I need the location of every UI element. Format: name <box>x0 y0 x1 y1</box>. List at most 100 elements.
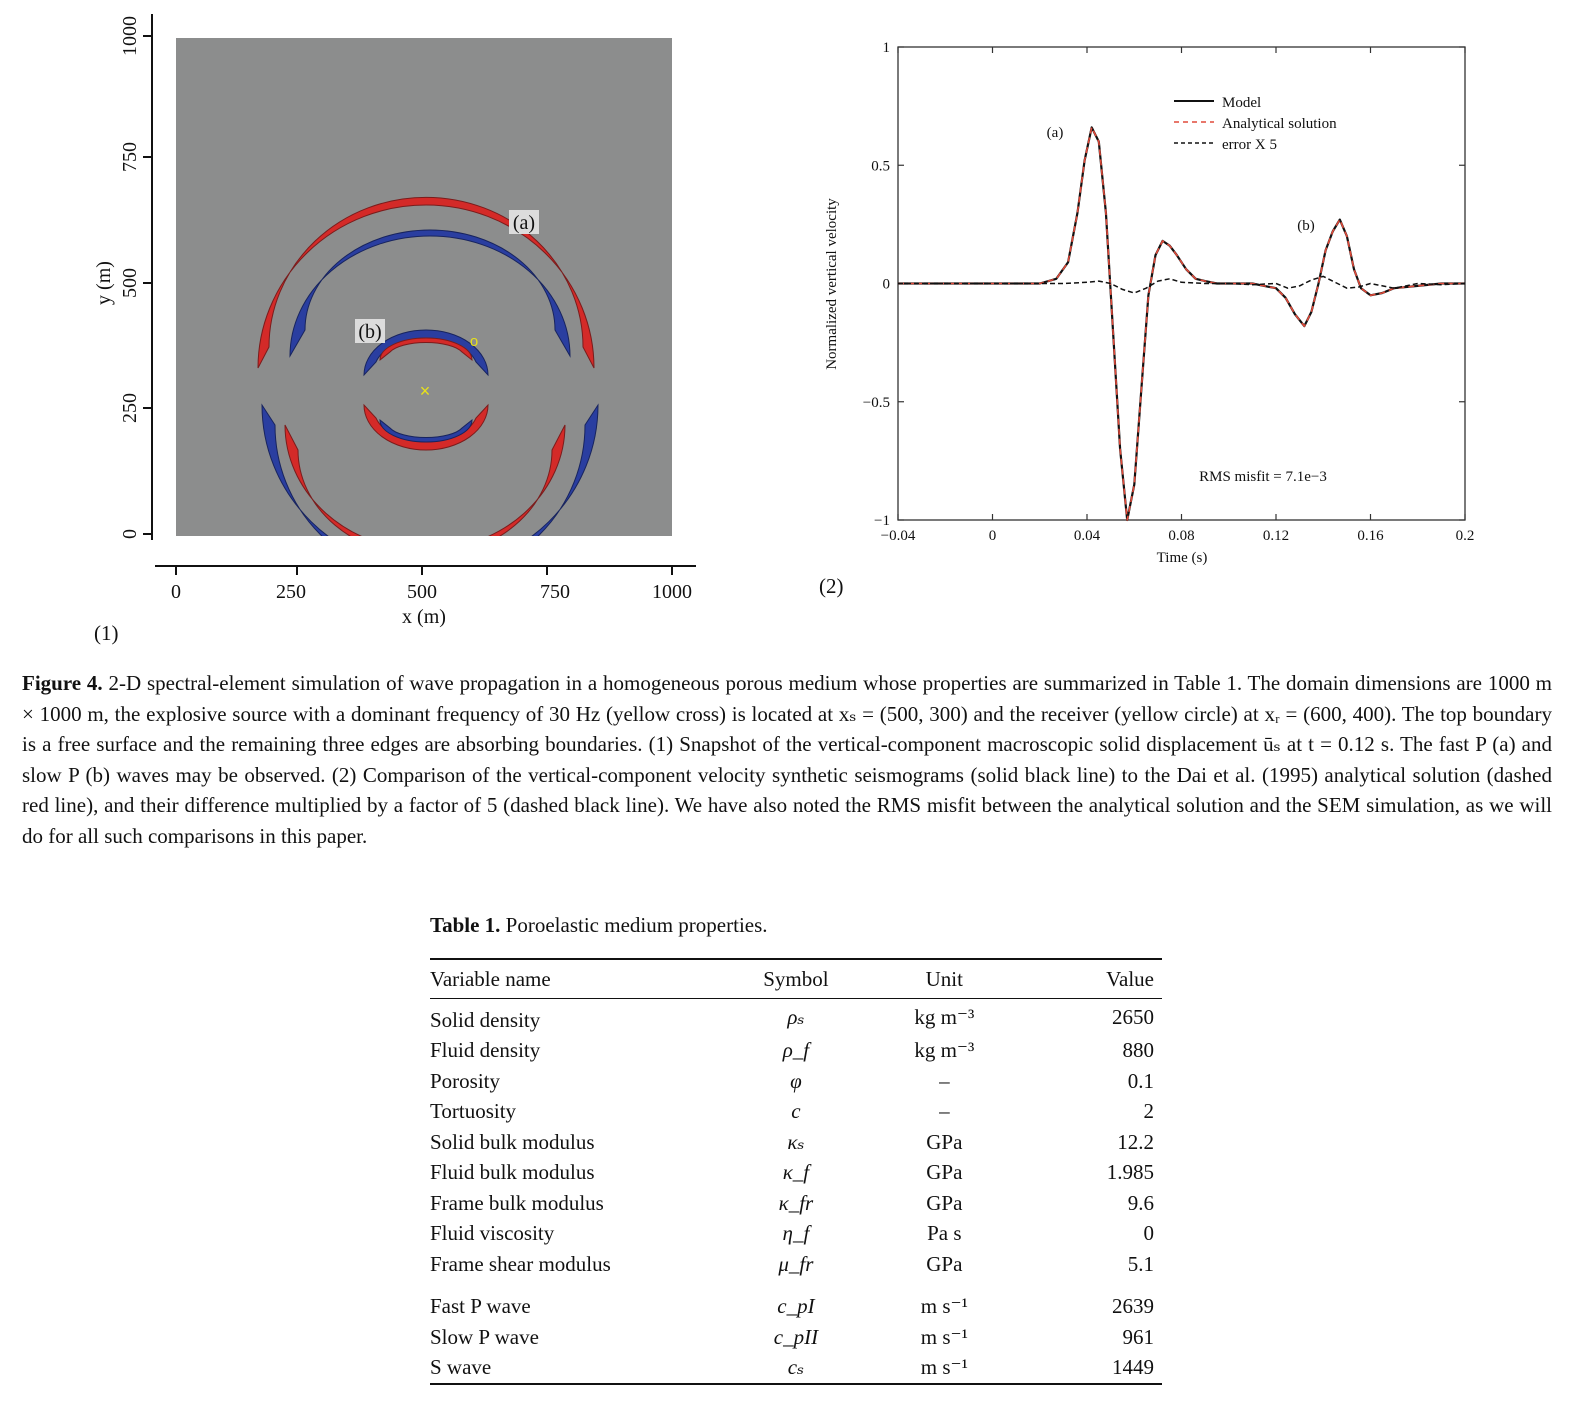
table-row: S wave cₛ m s⁻¹ 1449 <box>430 1352 1162 1385</box>
cell-value: 0.1 <box>1127 1068 1154 1093</box>
y-axis-title: Normalized vertical velocity <box>824 198 840 370</box>
cell-symbol: μ_fr <box>778 1251 814 1276</box>
table-row: Solid density ρₛ kg m⁻³ 2650 <box>430 999 1162 1036</box>
x-tick-250: 250 <box>276 581 306 603</box>
cell-name: Frame shear modulus <box>430 1251 611 1276</box>
header-variable-name: Variable name <box>430 966 551 991</box>
cell-symbol: cₛ <box>726 1352 866 1385</box>
cell-name: Fast P wave <box>430 1294 531 1319</box>
table-row: Frame bulk modulus κ_fr GPa 9.6 <box>430 1188 1162 1219</box>
cell-symbol: ρ_f <box>782 1038 810 1063</box>
table-title-text: Poroelastic medium properties. <box>500 913 768 937</box>
legend-analytical-label: Analytical solution <box>1222 116 1337 132</box>
legend-model-label: Model <box>1222 95 1261 111</box>
x-axis-label: x (m) <box>402 606 446 628</box>
y-tick-1000: 1000 <box>119 16 141 56</box>
cell-value: 2 <box>1143 1099 1155 1124</box>
table-row: Tortuosity c – 2 <box>430 1097 1162 1128</box>
x-tick-label: 0.08 <box>1168 528 1194 544</box>
table-row: Slow P wave c_pII m s⁻¹ 961 <box>430 1322 1162 1353</box>
x-tick-label: 0.16 <box>1357 528 1384 544</box>
cell-symbol: κ_f <box>782 1160 810 1185</box>
cell-name: Fluid viscosity <box>430 1221 555 1246</box>
series-error-line <box>898 275 1466 294</box>
x-tick-500: 500 <box>407 581 437 603</box>
fast-p-label: (a) <box>513 212 535 234</box>
y-tick-label: −1 <box>874 513 890 529</box>
legend: Model Analytical solution error X 5 <box>1174 95 1337 153</box>
slow-p-wavefront-upper-red <box>379 337 473 362</box>
cell-name: Slow P wave <box>430 1324 539 1349</box>
y-tick-750: 750 <box>119 142 141 172</box>
cell-name: Tortuosity <box>430 1099 517 1124</box>
figure-caption-label: Figure 4. <box>22 671 103 695</box>
series-analytical-line <box>898 126 1465 521</box>
cell-unit: GPa <box>926 1129 963 1154</box>
cell-symbol: κₛ <box>787 1129 805 1154</box>
y-tick-label: 0 <box>883 277 891 293</box>
table-header-row: Variable name Symbol Unit Value <box>430 959 1162 999</box>
domain-background <box>176 38 672 536</box>
x-tick-label: −0.04 <box>881 528 916 544</box>
y-tick-250: 250 <box>119 393 141 423</box>
fast-p-wavefront-upper-red <box>257 196 595 369</box>
y-tick-label: 1 <box>883 40 891 56</box>
cell-unit: m s⁻¹ <box>865 1352 1024 1385</box>
peak-a-label: (a) <box>1047 125 1064 141</box>
cell-unit: – <box>939 1099 950 1124</box>
properties-table: Variable name Symbol Unit Value Solid de… <box>430 958 1162 1385</box>
cell-unit: GPa <box>926 1251 963 1276</box>
legend-error-label: error X 5 <box>1222 137 1277 153</box>
source-cross-icon: × <box>420 381 431 401</box>
cell-unit: m s⁻¹ <box>920 1324 968 1349</box>
x-tick-0: 0 <box>171 581 181 603</box>
cell-value: 2639 <box>1112 1294 1154 1319</box>
cell-name: S wave <box>430 1352 727 1385</box>
table-title-label: Table 1. <box>430 913 501 937</box>
cell-value: 961 <box>1122 1324 1155 1349</box>
y-axis-label: y (m) <box>93 261 115 305</box>
x-axis-title: Time (s) <box>1157 550 1208 566</box>
wavefield-snapshot: 1000 750 500 250 0 y (m) 0 250 500 750 1… <box>93 14 696 645</box>
x-tick-1000: 1000 <box>652 581 692 603</box>
cell-value: 5.1 <box>1127 1251 1154 1276</box>
cell-symbol: c <box>791 1099 801 1124</box>
table-title: Table 1. Poroelastic medium properties. <box>430 913 768 938</box>
table-row: Frame shear modulus μ_fr GPa 5.1 <box>430 1249 1162 1280</box>
cell-unit: GPa <box>926 1190 963 1215</box>
cell-unit: GPa <box>926 1160 963 1185</box>
cell-value: 9.6 <box>1127 1190 1154 1215</box>
y-tick-0: 0 <box>119 529 141 539</box>
rms-misfit-annotation: RMS misfit = 7.1e−3 <box>1199 469 1327 485</box>
cell-name: Fluid density <box>430 1038 541 1063</box>
table-row: Fluid bulk modulus κ_f GPa 1.985 <box>430 1158 1162 1189</box>
cell-unit: kg m⁻³ <box>914 1038 975 1063</box>
cell-value: 1.985 <box>1106 1160 1154 1185</box>
fast-p-wavefront-lower-blue <box>261 403 599 536</box>
panel-1-label: (1) <box>94 621 119 645</box>
cell-symbol: φ <box>790 1068 802 1093</box>
x-tick-label: 0.04 <box>1074 528 1101 544</box>
table-row: Porosity φ – 0.1 <box>430 1066 1162 1097</box>
x-tick-label: 0 <box>989 528 997 544</box>
cell-symbol: η_f <box>782 1221 810 1246</box>
fast-p-wavefront-lower-red <box>284 424 566 536</box>
cell-name: Solid bulk modulus <box>430 1129 595 1154</box>
cell-symbol: c_pI <box>777 1294 815 1319</box>
cell-unit: – <box>939 1068 950 1093</box>
cell-name: Fluid bulk modulus <box>430 1160 595 1185</box>
slow-p-wavefront-lower-blue <box>379 418 473 443</box>
slow-p-label: (b) <box>358 321 381 343</box>
x-tick-label: 0.2 <box>1456 528 1475 544</box>
figure-caption-text: 2-D spectral-element simulation of wave … <box>22 671 1552 848</box>
y-tick-500: 500 <box>119 268 141 298</box>
cell-value: 0 <box>1143 1221 1155 1246</box>
cell-unit: m s⁻¹ <box>920 1294 968 1319</box>
cell-name: Solid density <box>430 1007 541 1032</box>
seismogram-chart: −1 −0.5 0 0.5 1 −0.04 0 0.04 0.08 0.12 0.16 0.2 Mo… <box>819 40 1475 598</box>
x-tick-750: 750 <box>540 581 570 603</box>
table-row: Fluid viscosity η_f Pa s 0 <box>430 1219 1162 1250</box>
cell-symbol: c_pII <box>773 1324 819 1349</box>
panel-2-label: (2) <box>819 574 844 598</box>
figure-caption: Figure 4. 2-D spectral-element simulatio… <box>22 668 1552 851</box>
